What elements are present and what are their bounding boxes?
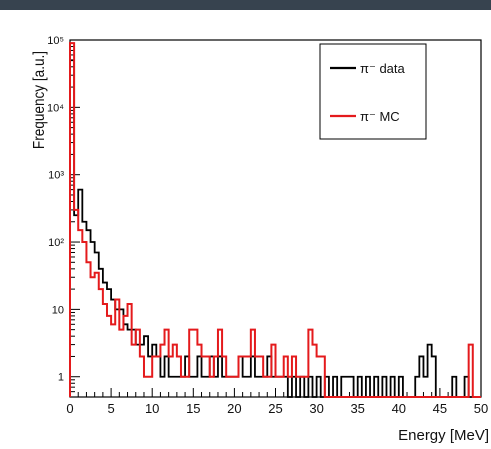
x-tick-label: 50 bbox=[474, 401, 488, 416]
x-axis-title: Energy [MeV] bbox=[398, 427, 489, 444]
y-tick-label: 10² bbox=[48, 237, 64, 249]
x-tick-label: 40 bbox=[392, 401, 406, 416]
x-tick-label: 35 bbox=[350, 401, 364, 416]
x-tick-label: 25 bbox=[268, 401, 282, 416]
top-bar bbox=[0, 0, 491, 10]
x-tick-label: 10 bbox=[145, 401, 159, 416]
x-tick-label: 45 bbox=[433, 401, 447, 416]
y-axis-title: Frequency [a.u.] bbox=[31, 51, 48, 149]
x-tick-label: 30 bbox=[309, 401, 323, 416]
x-tick-label: 5 bbox=[107, 401, 114, 416]
histogram-series-mc bbox=[69, 42, 481, 398]
legend-box bbox=[319, 43, 427, 140]
series-layer bbox=[69, 42, 481, 398]
y-tick-label: 10⁴ bbox=[47, 102, 64, 114]
y-tick-label: 10 bbox=[52, 304, 64, 316]
y-tick-label: 10⁵ bbox=[47, 35, 64, 47]
y-tick-label: 10³ bbox=[48, 170, 64, 182]
legend-label: π⁻ data bbox=[360, 61, 406, 76]
x-tick-label: 20 bbox=[227, 401, 241, 416]
legend: π⁻ data π⁻ MC bbox=[319, 43, 427, 140]
legend-label: π⁻ MC bbox=[360, 109, 400, 124]
y-tick-label: 1 bbox=[58, 372, 64, 384]
x-tick-label: 0 bbox=[66, 401, 73, 416]
x-tick-label: 15 bbox=[186, 401, 200, 416]
x-axis-ticks: 0 5 10 15 20 25 30 35 40 45 50 bbox=[66, 388, 488, 416]
